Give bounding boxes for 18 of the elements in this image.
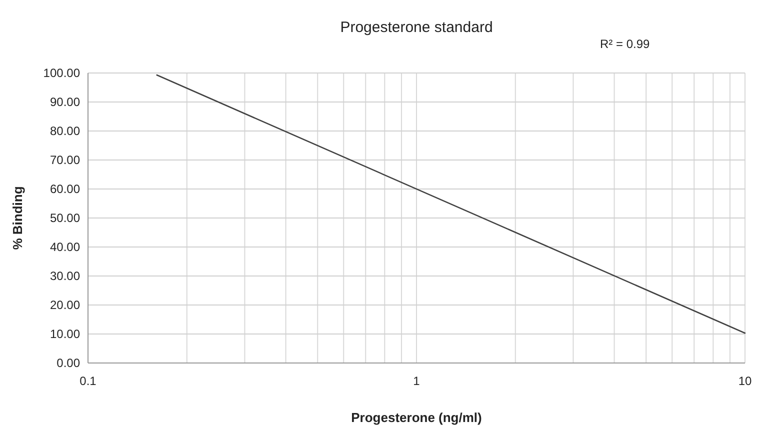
x-tick-label: 1 — [413, 374, 420, 388]
x-axis-title: Progesterone (ng/ml) — [351, 410, 482, 425]
y-tick-label: 40.00 — [50, 240, 80, 254]
y-tick-label: 70.00 — [50, 153, 80, 167]
x-tick-label: 10 — [738, 374, 752, 388]
chart-title: Progesterone standard — [340, 19, 493, 36]
y-tick-label: 50.00 — [50, 211, 80, 225]
y-axis-title: % Binding — [10, 186, 25, 250]
y-tick-label: 90.00 — [50, 95, 80, 109]
x-tick-label: 0.1 — [80, 374, 97, 388]
text: R² = 0.99 — [600, 37, 650, 51]
y-tick-label: 80.00 — [50, 124, 80, 138]
y-tick-label: 60.00 — [50, 182, 80, 196]
y-tick-label: 20.00 — [50, 298, 80, 312]
y-tick-label: 30.00 — [50, 269, 80, 283]
y-tick-label: 0.00 — [56, 356, 80, 370]
y-tick-label: 10.00 — [50, 327, 80, 341]
y-tick-label: 100.00 — [43, 66, 80, 80]
